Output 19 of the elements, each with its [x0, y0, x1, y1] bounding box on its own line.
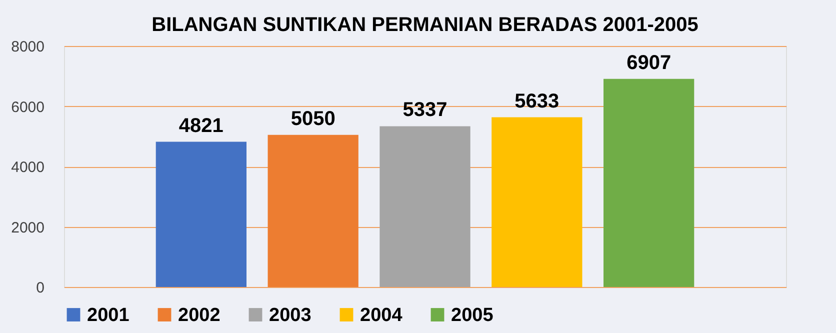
bar	[156, 142, 246, 287]
legend-label: 2005	[451, 304, 494, 326]
bar	[492, 117, 582, 287]
bar	[604, 78, 694, 287]
legend-label: 2001	[87, 304, 130, 326]
bar	[380, 126, 470, 287]
data-label: 5050	[290, 108, 336, 130]
legend-label: 2004	[360, 304, 403, 326]
y-tick-label: 4000	[11, 159, 44, 176]
y-tick-label: 0	[36, 280, 44, 296]
bar	[268, 134, 358, 287]
chart-title: BILANGAN SUNTIKAN PERMANIAN BERADAS 2001-2005	[152, 14, 698, 36]
data-label: 6907	[626, 52, 672, 74]
data-label: 4821	[178, 114, 224, 137]
y-tick-label: 8000	[11, 38, 44, 56]
legend-label: 2002	[178, 304, 220, 326]
y-tick-label: 2000	[11, 219, 44, 236]
legend-label: 2003	[269, 304, 312, 326]
y-tick-label: 6000	[11, 98, 44, 116]
